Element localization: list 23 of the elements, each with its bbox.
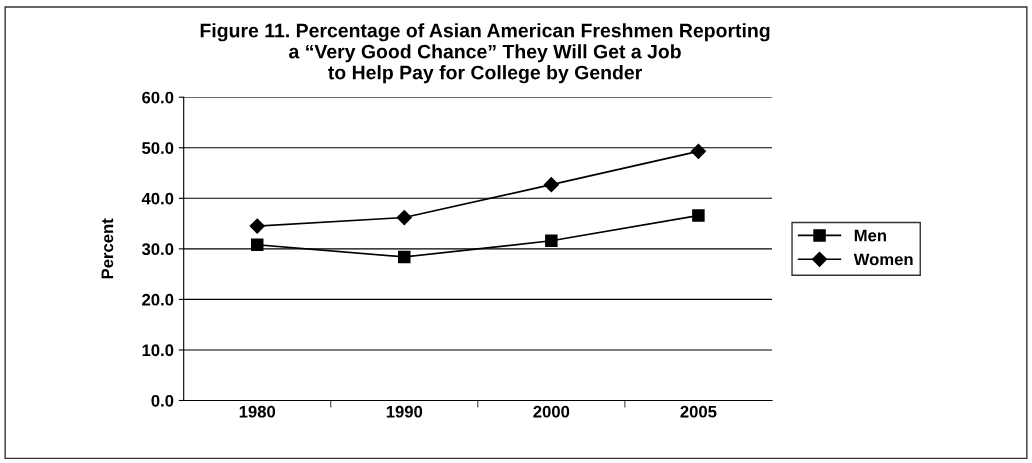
- legend-label: Women: [853, 253, 913, 266]
- point: [543, 177, 559, 193]
- chart-title: Figure 11. Percentage of Asian American Freshmen Reporting a “Very Good Chance” They Will Get a Job to Help Pay for College by Gender: [200, 23, 770, 84]
- y-tick-label: 30.0: [141, 243, 174, 256]
- x-tick-label: 1990: [386, 405, 423, 418]
- point: [396, 209, 412, 226]
- legend-label: Men: [854, 229, 886, 242]
- point: [690, 143, 706, 159]
- y-tick-label: 0.0: [151, 394, 174, 407]
- y-tick-label: 20.0: [142, 293, 174, 306]
- x-tick-label: 1980: [239, 405, 276, 418]
- point: [249, 218, 265, 234]
- point: [398, 250, 411, 264]
- y-tick-label: 60.0: [142, 91, 174, 104]
- point: [692, 209, 705, 222]
- point: [545, 234, 558, 248]
- x-tick-label: 2005: [680, 405, 717, 418]
- y-tick-label: 50.0: [142, 142, 174, 154]
- y-tick-label: 10.0: [142, 344, 174, 357]
- y-axis-title: Percent: [101, 218, 114, 279]
- x-tick-label: 2000: [533, 405, 570, 418]
- point: [250, 238, 264, 252]
- y-tick-label: 40.0: [141, 192, 174, 205]
